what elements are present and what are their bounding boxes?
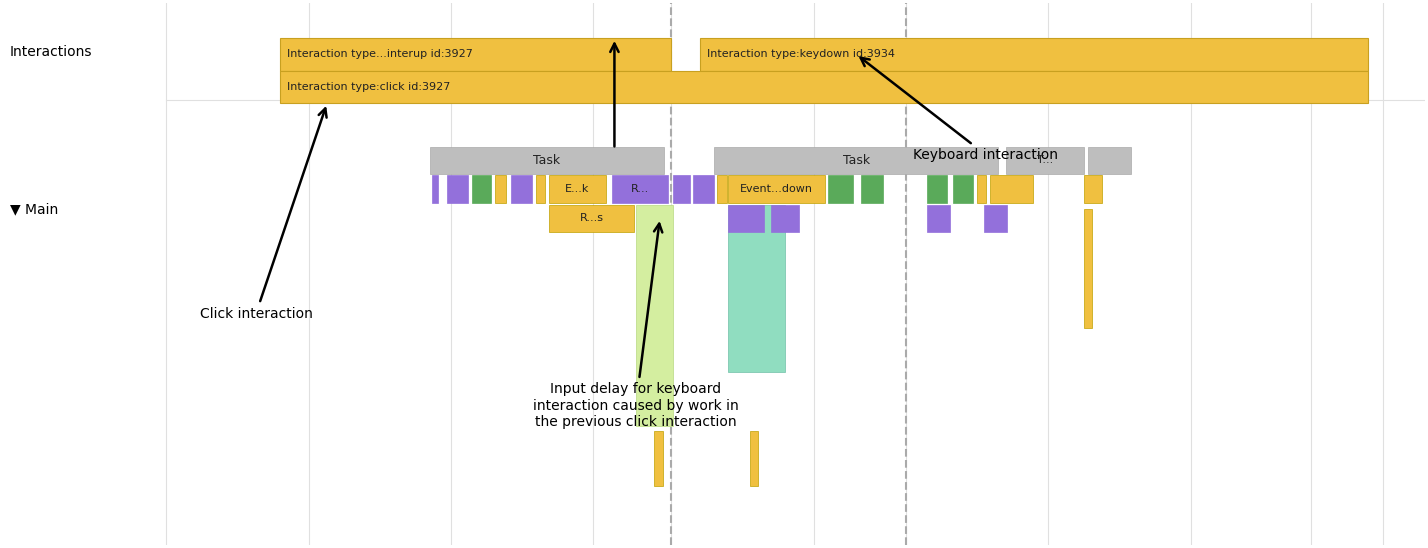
Bar — [750, 431, 758, 486]
Bar — [728, 204, 764, 232]
Bar — [654, 431, 663, 486]
Text: T...: T... — [1037, 155, 1052, 165]
Bar — [1084, 175, 1102, 203]
Bar — [447, 175, 468, 203]
Bar — [673, 175, 690, 203]
Text: Task: Task — [533, 153, 560, 167]
Bar — [984, 204, 1007, 232]
Text: Interaction type:keydown id:3934: Interaction type:keydown id:3934 — [707, 49, 895, 59]
Bar — [536, 175, 544, 203]
Text: ▼ Main: ▼ Main — [10, 202, 59, 216]
Bar — [693, 175, 714, 203]
Bar — [511, 175, 531, 203]
Bar — [635, 204, 673, 426]
Bar — [611, 175, 668, 203]
Bar — [548, 204, 634, 232]
Text: Event...down: Event...down — [740, 184, 813, 195]
Bar — [952, 175, 972, 203]
Bar — [717, 175, 727, 203]
Bar — [771, 204, 800, 232]
Bar — [1005, 146, 1084, 174]
Bar — [700, 38, 1368, 71]
Text: Task: Task — [843, 153, 870, 167]
Text: Interaction type...interup id:3927: Interaction type...interup id:3927 — [287, 49, 473, 59]
Bar — [728, 175, 825, 203]
Bar — [430, 146, 664, 174]
Bar — [714, 146, 998, 174]
Bar — [861, 175, 884, 203]
Bar — [1088, 146, 1131, 174]
Text: R...: R... — [631, 184, 650, 195]
Text: R...s: R...s — [580, 213, 604, 223]
Bar — [473, 175, 491, 203]
Text: Interaction type:click id:3927: Interaction type:click id:3927 — [287, 82, 451, 92]
Bar — [728, 204, 785, 372]
Bar — [433, 175, 438, 203]
Text: Input delay for keyboard
interaction caused by work in
the previous click intera: Input delay for keyboard interaction cau… — [533, 224, 738, 429]
Bar — [280, 71, 1368, 103]
Text: Click interaction: Click interaction — [200, 109, 327, 321]
Bar — [990, 175, 1032, 203]
Text: E...k: E...k — [565, 184, 590, 195]
Bar — [977, 175, 985, 203]
Bar — [927, 175, 947, 203]
Text: Interactions: Interactions — [10, 44, 93, 59]
Bar — [280, 38, 671, 71]
Bar — [828, 175, 854, 203]
Bar — [1084, 209, 1092, 328]
Bar — [927, 204, 950, 232]
Bar — [548, 175, 605, 203]
Bar — [496, 175, 507, 203]
Text: Keyboard interaction: Keyboard interaction — [861, 58, 1058, 162]
